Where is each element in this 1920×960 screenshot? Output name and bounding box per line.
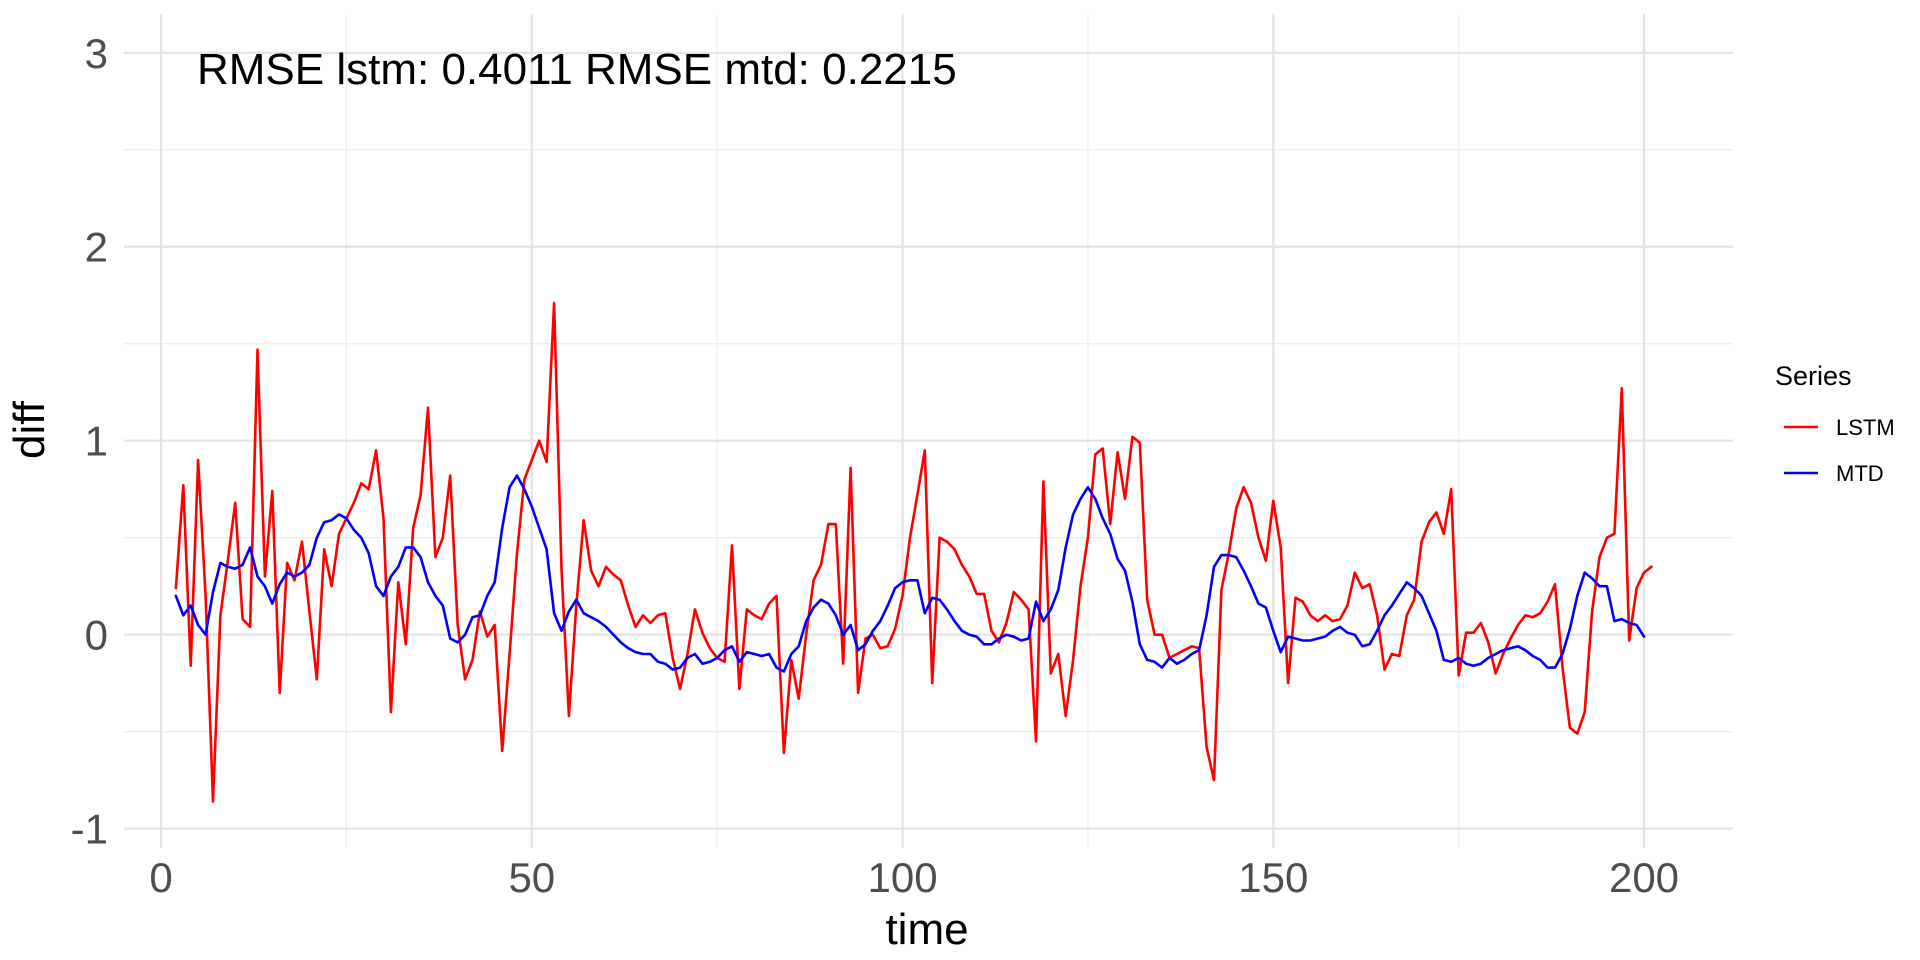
series-lines — [174, 301, 1653, 803]
legend: Series LSTM MTD — [1775, 361, 1895, 486]
legend-item-mtd: MTD — [1784, 461, 1884, 486]
y-axis-title: diff — [5, 400, 54, 459]
legend-item-lstm: LSTM — [1784, 415, 1895, 440]
series-line-mtd — [174, 474, 1646, 673]
series-line-lstm — [174, 301, 1653, 803]
legend-title: Series — [1775, 361, 1852, 391]
x-tick-label: 50 — [508, 854, 555, 901]
y-tick-label: 0 — [85, 612, 108, 659]
y-tick-label: 2 — [85, 224, 108, 271]
x-tick-label: 100 — [868, 854, 938, 901]
x-tick-label: 200 — [1609, 854, 1679, 901]
legend-label-mtd: MTD — [1836, 461, 1884, 486]
y-tick-label: 1 — [85, 418, 108, 465]
x-tick-label: 150 — [1238, 854, 1308, 901]
y-tick-label: -1 — [71, 806, 108, 853]
rmse-annotation: RMSE lstm: 0.4011 RMSE mtd: 0.2215 — [197, 45, 957, 94]
x-axis-title: time — [885, 905, 968, 954]
major-gridlines — [124, 14, 1733, 848]
x-tick-label: 0 — [149, 854, 172, 901]
tick-labels: 0 50 100 150 200 -1 0 1 2 3 — [71, 30, 1679, 901]
legend-label-lstm: LSTM — [1836, 415, 1895, 440]
minor-gridlines — [124, 14, 1733, 848]
y-tick-label: 3 — [85, 30, 108, 77]
